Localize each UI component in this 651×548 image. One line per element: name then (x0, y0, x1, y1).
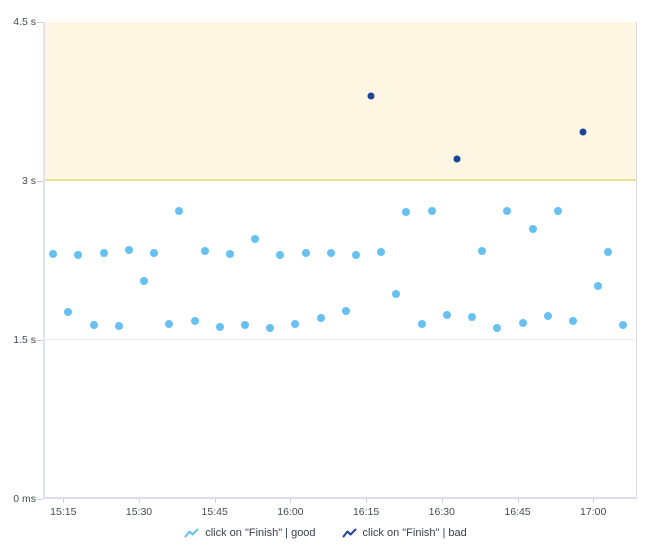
y-axis-tick (37, 22, 43, 23)
data-point-good[interactable] (493, 324, 502, 333)
x-axis-line (43, 497, 637, 499)
x-axis-tick (214, 499, 216, 503)
data-point-good[interactable] (165, 320, 174, 329)
x-axis-tick-label: 16:00 (277, 506, 304, 518)
data-point-good[interactable] (402, 207, 411, 216)
legend-label-bad: click on "Finish" | bad (362, 527, 467, 539)
legend-item-bad[interactable]: click on "Finish" | bad (342, 527, 467, 539)
data-point-good[interactable] (594, 281, 603, 290)
x-axis-tick (366, 499, 368, 503)
data-point-bad[interactable] (579, 128, 587, 136)
x-axis-tick (441, 499, 443, 503)
data-point-good[interactable] (64, 308, 73, 317)
threshold-band (45, 22, 636, 181)
data-point-good[interactable] (569, 316, 577, 325)
data-point-good[interactable] (291, 320, 300, 329)
x-axis-tick-label: 17:00 (580, 506, 607, 518)
data-point-good[interactable] (251, 235, 260, 244)
x-axis-tick (290, 499, 292, 503)
data-point-good[interactable] (175, 206, 184, 215)
y-axis-line (43, 22, 45, 499)
x-axis-tick-label: 15:30 (125, 506, 153, 518)
data-point-good[interactable] (468, 312, 477, 321)
data-point-good[interactable] (518, 319, 527, 328)
x-axis-tick-label: 16:15 (352, 506, 380, 518)
data-point-good[interactable] (352, 251, 360, 260)
x-axis-tick-label: 16:45 (504, 506, 531, 518)
y-axis-tick-label: 3 s (21, 175, 36, 187)
data-point-bad[interactable] (453, 155, 461, 163)
y-axis-tick-label: 0 ms (13, 493, 36, 505)
data-point-good[interactable] (74, 251, 83, 260)
data-point-good[interactable] (266, 324, 275, 333)
y-axis-tick (37, 499, 43, 500)
gridline-1-5s (45, 339, 637, 340)
data-point-good[interactable] (543, 311, 552, 320)
data-point-good[interactable] (341, 307, 350, 316)
legend-label-good: click on "Finish" | good (205, 527, 316, 539)
plot-area (44, 22, 637, 499)
data-point-good[interactable] (316, 313, 325, 322)
legend-item-good[interactable]: click on "Finish" | good (184, 527, 316, 539)
y-axis-tick (37, 181, 43, 182)
data-point-good[interactable] (276, 251, 285, 260)
x-axis-tick-label: 15:15 (50, 506, 77, 518)
y-axis-tick (37, 340, 43, 341)
data-point-good[interactable] (240, 321, 249, 330)
data-point-bad[interactable] (367, 92, 375, 100)
data-point-good[interactable] (427, 206, 436, 215)
line-series-bad-icon (342, 527, 357, 539)
data-point-good[interactable] (301, 249, 310, 258)
plot-right-border (636, 22, 637, 499)
data-point-good[interactable] (553, 206, 562, 215)
y-axis-tick-label: 4.5 s (13, 16, 36, 28)
data-point-good[interactable] (417, 320, 426, 329)
x-axis-tick (139, 499, 140, 503)
data-point-good[interactable] (478, 246, 487, 255)
data-point-good[interactable] (49, 250, 58, 259)
data-point-good[interactable] (124, 245, 133, 254)
y-axis-tick-label: 1.5 s (13, 334, 36, 346)
x-axis-tick (593, 499, 595, 503)
data-point-good[interactable] (140, 276, 149, 285)
x-axis-tick (63, 499, 65, 503)
data-point-good[interactable] (190, 316, 199, 325)
data-point-good[interactable] (150, 249, 159, 258)
x-axis-tick-label: 16:30 (428, 506, 455, 518)
line-series-good-icon (184, 527, 199, 539)
x-axis-tick (517, 499, 519, 503)
data-point-good[interactable] (604, 248, 613, 257)
data-point-good[interactable] (326, 249, 335, 258)
data-point-good[interactable] (619, 321, 628, 330)
data-point-good[interactable] (442, 310, 451, 319)
legend: click on "Finish" | good click on "Finis… (0, 527, 651, 539)
data-point-good[interactable] (528, 224, 537, 233)
data-point-good[interactable] (99, 249, 108, 258)
data-point-good[interactable] (392, 290, 401, 299)
data-point-good[interactable] (503, 206, 512, 215)
data-point-good[interactable] (200, 246, 209, 255)
data-point-good[interactable] (114, 322, 123, 331)
data-point-good[interactable] (225, 250, 234, 259)
data-point-good[interactable] (377, 248, 386, 257)
x-axis-tick-label: 15:45 (201, 506, 228, 518)
data-point-good[interactable] (89, 321, 98, 330)
data-point-good[interactable] (215, 323, 224, 332)
